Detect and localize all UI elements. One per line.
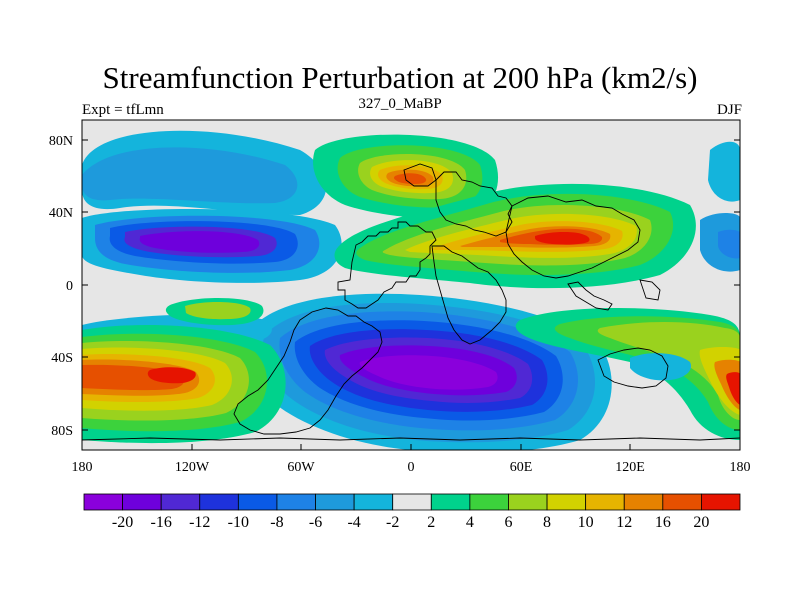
colorbar-label: -2	[386, 514, 399, 531]
colorbar-swatch	[199, 493, 239, 511]
colorbar-swatch	[122, 493, 162, 511]
x-axis-ticks	[81, 444, 741, 450]
colorbar-swatch	[276, 493, 316, 511]
colorbar-swatch	[701, 493, 741, 511]
y-tick-label: 0	[66, 279, 73, 294]
colorbar-label: 6	[504, 514, 512, 531]
colorbar-swatch	[623, 493, 664, 511]
colorbar-swatch	[392, 493, 432, 511]
x-tick-label: 120E	[615, 460, 645, 475]
plot-title: Streamfunction Perturbation at 200 hPa (…	[102, 60, 698, 95]
negative-anomaly-south	[244, 293, 612, 450]
colorbar-label: 20	[693, 514, 709, 531]
positive-anomaly-southeast	[515, 308, 740, 440]
colorbar-swatch	[83, 493, 123, 511]
y-axis-ticks	[82, 139, 740, 431]
colorbar-swatch	[662, 493, 702, 511]
colorbar-label: 2	[427, 514, 435, 531]
x-tick-label: 180	[72, 460, 93, 475]
positive-anomaly-tropical-pacific	[165, 297, 264, 326]
x-tick-label: 180	[730, 460, 751, 475]
colorbar-swatch	[585, 493, 625, 511]
positive-anomaly-south-pacific	[82, 325, 286, 444]
colorbar-swatch	[353, 493, 394, 511]
contour-map	[82, 120, 740, 450]
colorbar-swatch	[315, 493, 355, 511]
period-label: 327_0_MaBP	[358, 96, 442, 112]
colorbar-swatch	[546, 493, 587, 511]
colorbar-label: 16	[655, 514, 671, 531]
colorbar-label: 12	[616, 514, 632, 531]
negative-anomaly-east-edge	[700, 141, 740, 272]
season-label: DJF	[716, 102, 742, 118]
x-tick-label: 0	[408, 460, 415, 475]
y-tick-label: 40S	[51, 351, 73, 366]
colorbar: -20 -16 -12 -10 -8 -6 -4 -2 2 4 6 8 10 12 16 20	[83, 493, 741, 531]
colorbar-label: 4	[466, 514, 474, 531]
colorbar-swatch	[430, 493, 471, 511]
colorbar-label: -6	[309, 514, 322, 531]
colorbar-swatch	[237, 493, 278, 511]
colorbar-label: -10	[228, 514, 249, 531]
x-tick-label: 120W	[175, 460, 210, 475]
colorbar-label: -16	[151, 514, 172, 531]
colorbar-swatch	[160, 493, 201, 511]
experiment-label: Expt = tfLmn	[82, 102, 164, 118]
colorbar-label: 10	[578, 514, 594, 531]
negative-anomaly-west-tropics	[82, 208, 342, 283]
x-tick-label: 60E	[510, 460, 533, 475]
colorbar-swatch	[508, 493, 548, 511]
y-tick-label: 80S	[51, 424, 73, 439]
negative-anomaly-northwest	[82, 130, 327, 215]
colorbar-swatch	[469, 493, 509, 511]
colorbar-label: -8	[270, 514, 283, 531]
x-tick-label: 60W	[287, 460, 315, 475]
continent-outlines	[82, 163, 740, 441]
y-tick-label: 80N	[49, 134, 73, 149]
y-tick-label: 40N	[49, 206, 73, 221]
colorbar-label: -20	[112, 514, 133, 531]
colorbar-label: -4	[347, 514, 360, 531]
colorbar-label: 8	[543, 514, 551, 531]
colorbar-label: -12	[189, 514, 210, 531]
